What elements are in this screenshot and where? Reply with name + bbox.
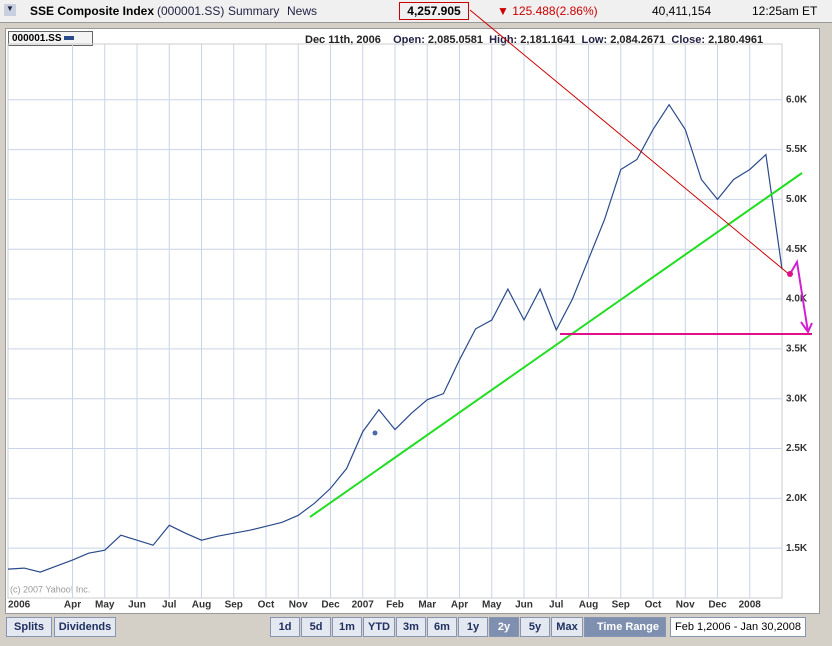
button[interactable]: 1d bbox=[270, 617, 300, 637]
last-price: 4,257.905 bbox=[399, 2, 469, 20]
symbol-label: 000001.SS bbox=[12, 33, 62, 44]
copyright: (c) 2007 Yahoo! Inc. bbox=[10, 584, 90, 594]
marker bbox=[787, 271, 793, 277]
change-value: 125.488(2.86%) bbox=[512, 4, 598, 18]
button[interactable]: Feb 1,2006 - Jan 30,2008 bbox=[670, 617, 806, 637]
symbol-box[interactable]: 000001.SS bbox=[8, 31, 93, 46]
x-tick-label: Jul bbox=[549, 600, 564, 611]
button[interactable]: 3m bbox=[396, 617, 426, 637]
change: ▼ 125.488(2.86%) bbox=[497, 4, 598, 18]
quote-bar: ▼ SSE Composite Index (000001.SS) Summar… bbox=[0, 0, 832, 23]
info-value: 2,180.4961 bbox=[708, 34, 764, 46]
x-tick-label: Mar bbox=[418, 600, 436, 611]
info-label: Open: bbox=[393, 34, 425, 46]
time: 12:25am ET bbox=[752, 4, 818, 18]
y-tick-label: 3.5K bbox=[786, 344, 808, 355]
x-tick-label: 2008 bbox=[739, 600, 762, 611]
button[interactable]: Max bbox=[551, 617, 583, 637]
y-tick-label: 4.0K bbox=[786, 294, 808, 305]
x-tick-label: May bbox=[95, 600, 115, 611]
info-label: Close: bbox=[671, 34, 706, 46]
arrow bbox=[789, 259, 813, 335]
x-tick-label: Dec bbox=[708, 600, 727, 611]
y-tick-label: 3.0K bbox=[786, 393, 808, 404]
button[interactable]: 6m bbox=[427, 617, 457, 637]
dropdown[interactable]: ▼ bbox=[4, 4, 16, 16]
link[interactable]: Summary bbox=[228, 4, 280, 18]
button[interactable]: 1y bbox=[458, 617, 488, 637]
x-tick-label: Nov bbox=[289, 600, 308, 611]
x-tick-label: Sep bbox=[612, 600, 630, 611]
x-tick-label: Oct bbox=[258, 600, 275, 611]
x-tick-label: Dec bbox=[321, 600, 340, 611]
y-tick-label: 1.5K bbox=[786, 543, 808, 554]
x-tick-label: Aug bbox=[192, 600, 211, 611]
button[interactable]: 5y bbox=[520, 617, 550, 637]
y-tick-label: 6.0K bbox=[786, 94, 808, 105]
x-tick-label: Apr bbox=[64, 600, 81, 611]
x-tick-label: Sep bbox=[225, 600, 243, 611]
button[interactable]: 5d bbox=[301, 617, 331, 637]
y-tick-label: 2.0K bbox=[786, 493, 808, 504]
x-tick-label: Apr bbox=[451, 600, 468, 611]
x-tick-label: May bbox=[482, 600, 502, 611]
chart-panel bbox=[5, 28, 820, 614]
button[interactable]: YTD bbox=[363, 617, 395, 637]
y-tick-label: 4.5K bbox=[786, 244, 808, 255]
x-tick-label: Jun bbox=[515, 600, 533, 611]
trend-line bbox=[469, 9, 791, 276]
price-line bbox=[7, 103, 783, 573]
info-value: 2,085.0581 bbox=[427, 34, 483, 46]
index-name: SSE Composite Index bbox=[30, 4, 155, 18]
button[interactable]: Dividends bbox=[54, 617, 116, 637]
x-tick-label: Aug bbox=[579, 600, 598, 611]
marker bbox=[372, 430, 378, 436]
x-tick-label: 2006 bbox=[8, 600, 31, 611]
symbol: (000001.SS) bbox=[157, 4, 225, 18]
x-tick-label: 2007 bbox=[352, 600, 375, 611]
y-tick-label: 2.5K bbox=[786, 443, 808, 454]
y-tick-label: 5.0K bbox=[786, 194, 808, 205]
x-tick-label: Jun bbox=[128, 600, 146, 611]
info-date: Dec 11th, 2006 bbox=[305, 34, 381, 46]
y-tick-label: 5.5K bbox=[786, 144, 808, 155]
info-value: 2,181.1641 bbox=[520, 34, 576, 46]
x-tick-label: Jul bbox=[162, 600, 177, 611]
x-tick-label: Feb bbox=[386, 600, 404, 611]
button[interactable]: Splits bbox=[6, 617, 52, 637]
legend-swatch bbox=[64, 36, 75, 41]
x-tick-label: Oct bbox=[645, 600, 662, 611]
link[interactable]: News bbox=[287, 4, 318, 18]
volume: 40,411,154 bbox=[652, 4, 712, 18]
x-tick-label: Nov bbox=[676, 600, 695, 611]
button[interactable]: 1m bbox=[332, 617, 362, 637]
info-value: 2,084.2671 bbox=[610, 34, 666, 46]
button[interactable]: 2y bbox=[489, 617, 519, 637]
trend-line bbox=[309, 172, 803, 518]
button[interactable]: Time Range bbox=[584, 617, 666, 637]
info-label: Low: bbox=[581, 34, 608, 46]
